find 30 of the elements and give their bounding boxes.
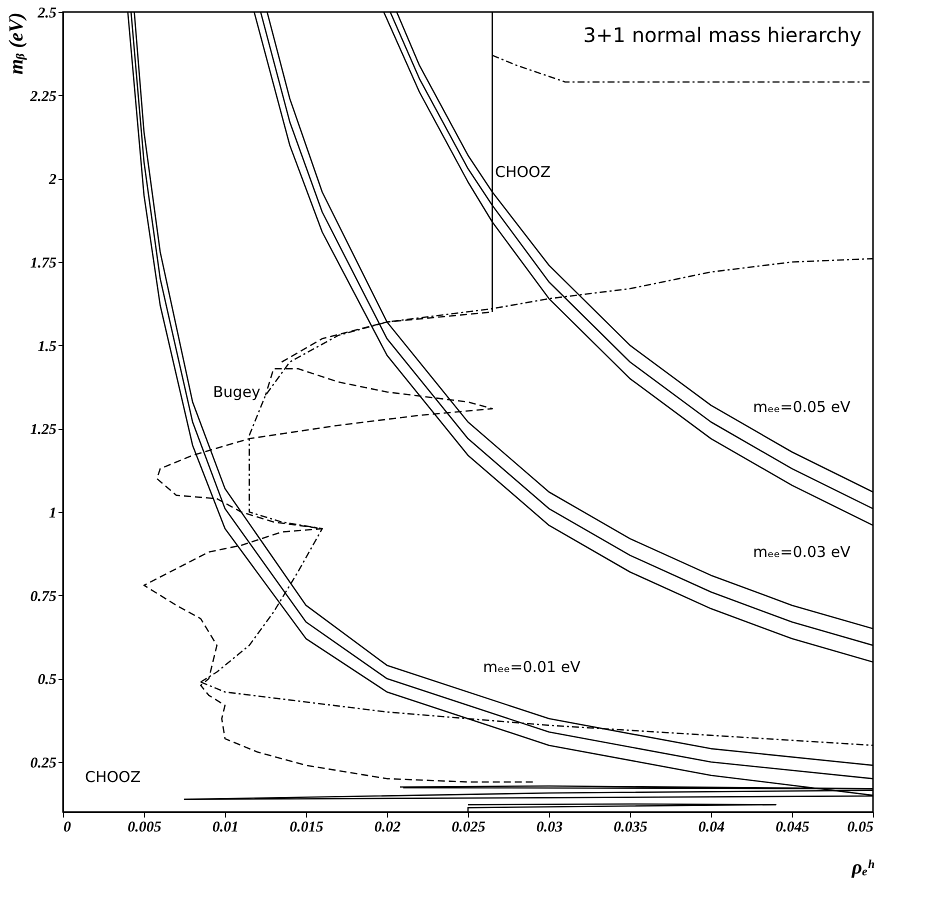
text: 3+1 normal mass hierarchy: [583, 23, 862, 47]
annotation: mₑₑ=0.03 eV: [753, 543, 852, 561]
y-tick-label: 1.5: [38, 338, 57, 355]
y-tick-label: 1: [49, 506, 56, 522]
y-tick-label: 2.25: [29, 88, 57, 105]
y-tick-label: 0.25: [30, 756, 57, 772]
y-axis-title: mᵦ (eV): [5, 12, 28, 74]
x-tick-label: 0.02: [374, 820, 402, 836]
annotation: mₑₑ=0.05 eV: [753, 398, 852, 416]
x-tick-label: 0.03: [536, 820, 564, 836]
x-tick-label: 0.035: [614, 820, 648, 836]
y-tick-label: 0.5: [38, 672, 57, 688]
x-tick-label: 0.045: [776, 820, 810, 836]
x-tick-label: 0: [64, 820, 72, 836]
x-tick-label: 0.05: [847, 820, 874, 836]
x-tick-label: 0.015: [290, 820, 324, 836]
annotation: CHOOZ: [85, 768, 141, 786]
x-tick-label: 0.025: [452, 820, 486, 836]
annotation: mₑₑ=0.01 eV: [483, 658, 582, 676]
x-tick-label: 0.005: [128, 820, 162, 836]
y-tick-label: 2.5: [36, 6, 57, 22]
y-tick-label: 0.75: [30, 588, 57, 605]
x-tick-label: 0.01: [212, 820, 239, 836]
y-tick-label: 1.75: [30, 256, 57, 272]
annotation: CHOOZ: [495, 163, 551, 181]
annotation: Bugey: [213, 383, 261, 401]
y-tick-label: 2: [48, 172, 57, 188]
y-tick-label: 1.25: [30, 422, 57, 438]
x-tick-label: 0.04: [698, 820, 726, 836]
x-axis-title: ρₑʰ: [850, 856, 875, 878]
